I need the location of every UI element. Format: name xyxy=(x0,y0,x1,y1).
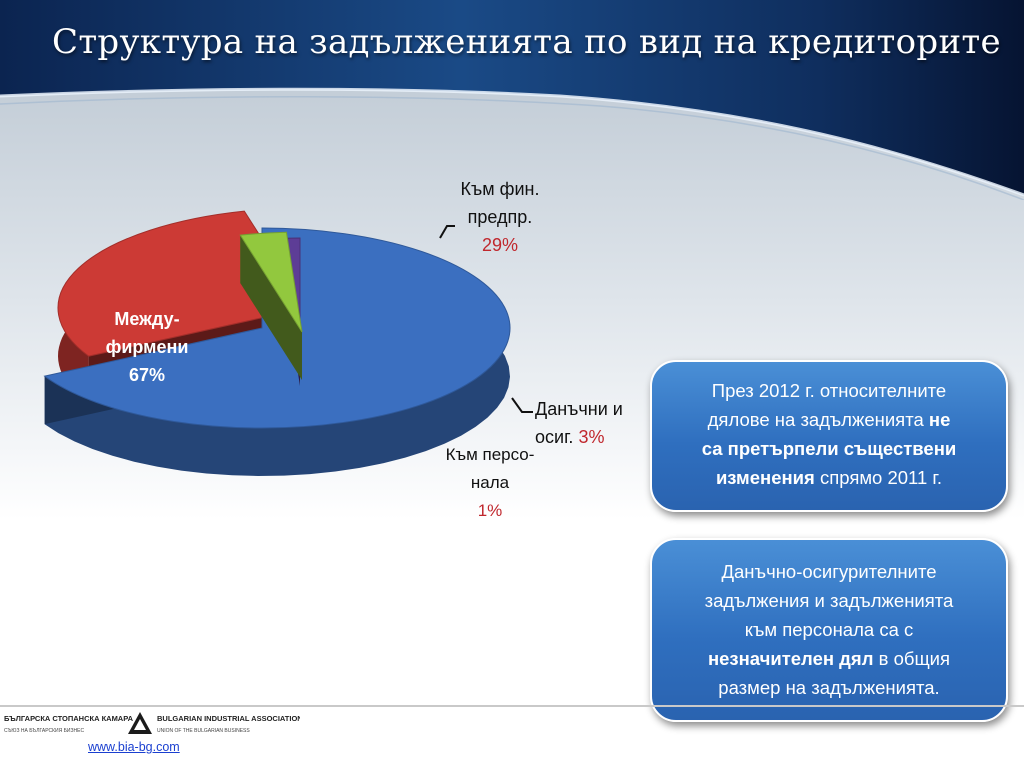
pie-slice-top-3 xyxy=(239,231,303,333)
slice-label-line: фирмени xyxy=(106,337,189,357)
slice-label-1: Между-фирмени 67% xyxy=(106,309,189,385)
page-title: Структура на задълженията по вид на кред… xyxy=(52,22,1001,62)
slice-label-3: Данъчни и осиг. 3% xyxy=(535,399,623,447)
pie-slice-wall-3-0 xyxy=(240,235,302,380)
box1-line2: дялове на задълженията xyxy=(707,409,929,430)
leader-line-3 xyxy=(511,397,533,413)
slice-value-label: 1% xyxy=(478,501,503,520)
logo-text-bg: БЪЛГАРСКА СТОПАНСКА КАМАРА xyxy=(4,714,134,723)
box1-line4: спрямо 2011 г. xyxy=(814,467,943,488)
slice-value-label: 3% xyxy=(573,427,604,447)
logo-text-en: BULGARIAN INDUSTRIAL ASSOCIATION xyxy=(157,714,300,723)
slice-label-line: нала xyxy=(471,473,510,492)
box1-line2-bold: не xyxy=(928,409,951,430)
box2-line1: Данъчно-осигурителните xyxy=(721,561,937,582)
slice-label-2: Към фин. предпр. 29% xyxy=(461,179,540,255)
box2-line2: задължения и задълженията xyxy=(704,590,954,611)
box1-line3-bold: са претърпели съществени xyxy=(701,438,957,459)
header-banner: Структура на задълженията по вид на кред… xyxy=(0,0,1024,200)
logo-text-bg-sub: СЪЮЗ НА БЪЛГАРСКИЯ БИЗНЕС xyxy=(4,728,84,734)
box2-line4: в общия xyxy=(873,648,951,669)
slice-label-line: предпр. xyxy=(468,207,533,227)
pie-slice-3 xyxy=(239,231,303,380)
info-box-tax-share: Данъчно-осигурителните задължения и задъ… xyxy=(650,538,1008,722)
info-box-comparison: През 2012 г. относителните дялове на зад… xyxy=(650,360,1008,512)
box2-line3: към персонала са с xyxy=(744,619,914,640)
slice-label-line: Между- xyxy=(114,309,179,329)
website-link[interactable]: www.bia-bg.com xyxy=(88,740,180,754)
box1-line4-bold: изменения xyxy=(715,467,815,488)
bia-logo: БЪЛГАРСКА СТОПАНСКА КАМАРА СЪЮЗ НА БЪЛГА… xyxy=(0,708,300,738)
slice-value-label: 67% xyxy=(129,365,165,385)
box2-line4-bold: незначителен дял xyxy=(707,648,874,669)
box1-line1: През 2012 г. относителните xyxy=(711,380,947,401)
slice-value-label: 29% xyxy=(482,235,518,255)
footer-divider xyxy=(0,705,1024,707)
logo-text-en-sub: UNION OF THE BULGARIAN BUSINESS xyxy=(157,728,250,734)
slice-label-line: Към фин. xyxy=(461,179,540,199)
box2-line5: размер на задълженията. xyxy=(718,677,940,698)
slice-label-4: Към персо-нала 1% xyxy=(446,445,535,520)
slice-label-line: Данъчни и xyxy=(535,399,623,419)
slice-label-line: Към персо- xyxy=(446,445,535,464)
pie-chart: Между-фирмени 67% Към фин. предпр. 29% Данъчн… xyxy=(43,179,623,520)
leader-line-2 xyxy=(439,225,455,239)
slice-label-line: осиг. xyxy=(535,427,573,447)
